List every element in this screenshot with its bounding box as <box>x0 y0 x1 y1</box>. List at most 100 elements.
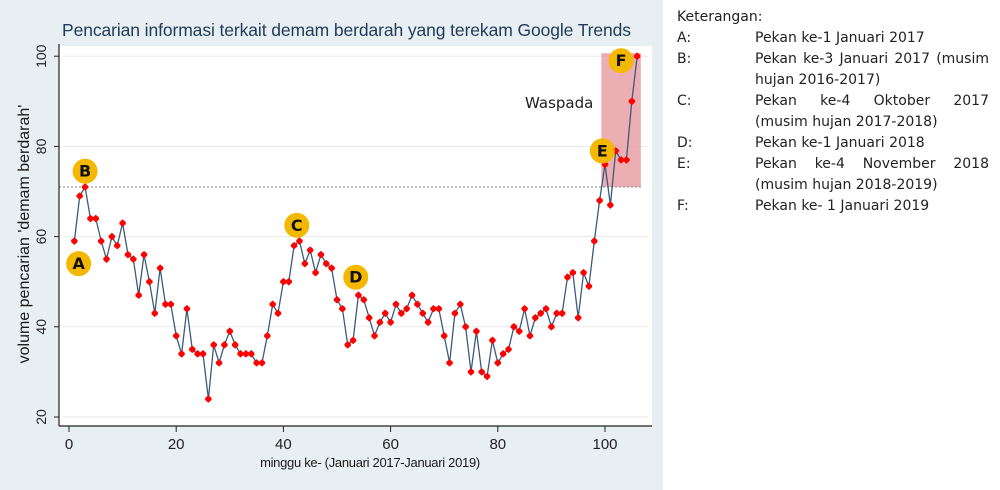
data-point <box>339 304 346 313</box>
legend-key: D: <box>677 135 693 151</box>
data-point <box>328 264 335 272</box>
data-point <box>392 300 400 309</box>
data-point <box>215 359 223 367</box>
data-point <box>253 359 260 367</box>
legend-key: C: <box>677 93 692 109</box>
data-point <box>521 304 528 313</box>
legend-text: Pekan ke-3 Januari 2017 (musim hujan 201… <box>755 51 989 88</box>
data-point <box>162 300 169 309</box>
y-tick-label: 80 <box>33 138 49 154</box>
data-point <box>173 332 180 340</box>
data-point <box>596 196 603 205</box>
legend-text: Pekan ke- 1 Januari 2019 <box>755 198 930 214</box>
legend-item-a: A: Pekan ke-1 Januari 2017 <box>677 28 989 49</box>
data-point <box>237 350 244 358</box>
data-point <box>419 309 426 318</box>
legend-key: A: <box>677 30 692 46</box>
data-point <box>371 332 378 340</box>
data-point <box>178 350 185 358</box>
data-point <box>537 309 544 318</box>
x-tick-label: 100 <box>592 436 617 453</box>
data-point <box>414 300 421 309</box>
legend-text: Pekan ke-4 November 2018 (musim hujan 20… <box>755 156 989 193</box>
data-point <box>585 282 593 291</box>
data-point <box>183 304 191 313</box>
data-point <box>119 219 126 227</box>
data-point <box>365 313 373 322</box>
data-point <box>478 368 485 376</box>
data-point <box>97 237 105 245</box>
y-tick-label: 40 <box>33 319 49 335</box>
data-point <box>382 309 389 318</box>
data-point <box>71 237 78 245</box>
data-point <box>199 350 207 358</box>
data-point <box>542 304 550 313</box>
data-point <box>301 259 309 268</box>
data-point <box>76 192 83 200</box>
data-point <box>398 309 405 318</box>
data-point <box>264 332 271 340</box>
legend-item-c: C: Pekan ke-4 Oktober 2017 (musim hujan … <box>677 91 989 133</box>
data-point <box>387 318 394 327</box>
data-point <box>633 52 641 60</box>
data-point <box>226 327 233 336</box>
data-point <box>424 318 432 327</box>
data-point <box>146 277 153 286</box>
data-point <box>580 268 587 277</box>
data-point <box>628 97 635 106</box>
annotation-badge-f <box>608 48 634 74</box>
data-point <box>285 277 292 286</box>
annotation-badge-b <box>72 158 98 184</box>
legend-title: Keterangan: <box>677 9 763 25</box>
data-point <box>167 300 175 309</box>
data-point <box>189 345 196 354</box>
data-point <box>274 309 282 318</box>
data-point <box>349 336 357 345</box>
data-point <box>558 309 566 318</box>
data-point <box>231 341 239 349</box>
data-point <box>114 241 121 250</box>
annotation-label: A <box>72 254 85 273</box>
data-point <box>548 323 555 331</box>
x-tick-label: 60 <box>382 436 399 453</box>
data-point <box>441 332 448 340</box>
data-point <box>307 246 314 254</box>
data-point <box>269 300 276 309</box>
data-point <box>360 295 367 304</box>
data-point <box>499 350 507 358</box>
data-point <box>323 259 330 268</box>
data-point <box>87 214 94 223</box>
y-axis-label: volume pencarian 'demam berdarah' <box>16 104 33 364</box>
data-point <box>569 268 577 277</box>
data-point <box>135 291 142 300</box>
annotation-label: C <box>291 216 303 235</box>
data-point <box>312 268 319 277</box>
data-point <box>575 313 582 322</box>
data-point <box>462 323 469 331</box>
data-point <box>553 309 560 318</box>
data-point <box>526 332 534 340</box>
data-point <box>489 336 496 345</box>
data-point <box>607 201 614 209</box>
data-point <box>505 345 512 354</box>
annotation-badge-d <box>343 264 369 290</box>
plot-area <box>59 46 652 426</box>
data-point <box>483 372 491 381</box>
data-point <box>242 350 250 358</box>
data-point <box>516 327 523 336</box>
legend-item-e: E: Pekan ke-4 November 2018 (musim hujan… <box>677 154 989 196</box>
legend-item-b: B: Pekan ke-3 Januari 2017 (musim hujan … <box>677 49 989 91</box>
data-point <box>103 255 110 263</box>
chart-panel: Pencarian informasi terkait demam berdar… <box>0 0 663 490</box>
data-point <box>296 237 303 245</box>
x-tick-label: 80 <box>489 436 506 453</box>
data-point <box>81 183 89 191</box>
x-tick-label: 40 <box>275 436 292 453</box>
data-point <box>248 350 255 358</box>
data-point <box>333 295 341 304</box>
data-point <box>355 291 362 300</box>
data-point <box>92 214 99 223</box>
annotation-label: D <box>349 268 362 287</box>
data-point <box>408 291 416 300</box>
x-tick-label: 20 <box>168 436 185 453</box>
